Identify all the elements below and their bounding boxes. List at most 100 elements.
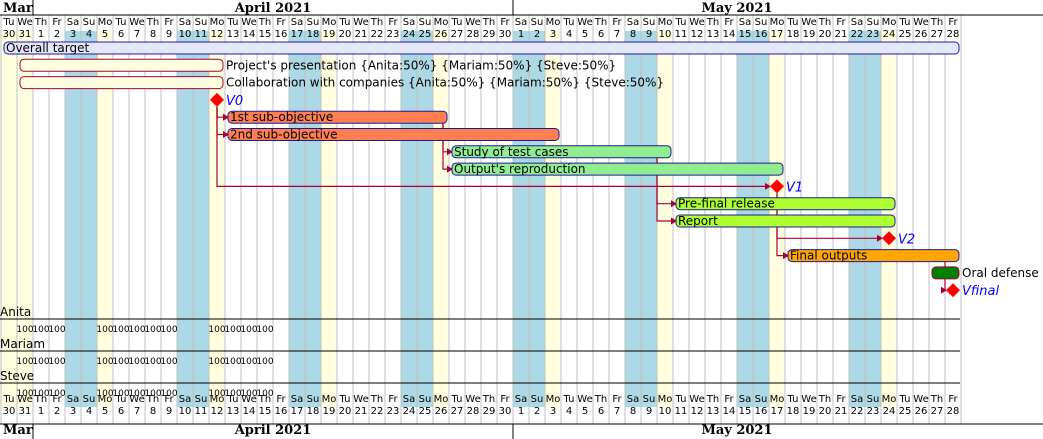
weekday-label: Th: [258, 394, 271, 405]
weekend-band: [193, 31, 209, 407]
weekday-label: Mo: [658, 17, 673, 28]
day-number-label: 17: [291, 406, 304, 417]
day-number-label: 23: [867, 406, 880, 417]
resource-load-cell: 100: [208, 325, 225, 335]
weekday-label: Mo: [770, 394, 785, 405]
weekday-label: We: [801, 394, 816, 405]
day-number-label: 8: [150, 406, 156, 417]
weekday-label: We: [129, 17, 144, 28]
weekday-label: Th: [146, 394, 159, 405]
day-number-label: 3: [550, 406, 556, 417]
resource-load-cell: 100: [240, 389, 257, 399]
resource-load-cell: 100: [240, 325, 257, 335]
weekday-label: Su: [755, 394, 768, 405]
task-bar-study: [451, 145, 672, 159]
weekday-label: Sa: [515, 17, 527, 28]
day-number-label: 9: [166, 29, 172, 40]
dependency-line: [656, 157, 674, 222]
weekday-label: We: [913, 17, 928, 28]
day-number-label: 22: [371, 29, 384, 40]
day-number-label: 14: [243, 406, 256, 417]
day-number-label: 4: [566, 29, 572, 40]
weekday-label: Sa: [67, 394, 79, 405]
task-bar-overall: [3, 41, 960, 55]
day-number-label: 7: [614, 29, 620, 40]
day-number-label: 5: [102, 29, 108, 40]
day-number-label: 6: [118, 406, 124, 417]
weekday-label: Mo: [98, 394, 113, 405]
day-number-label: 19: [323, 29, 336, 40]
weekday-label: Sa: [291, 17, 303, 28]
day-number-label: 27: [931, 406, 944, 417]
weekend-band: [305, 31, 321, 407]
day-number-label: 2: [54, 406, 60, 417]
weekday-label: Su: [531, 17, 544, 28]
milestone-label-v0: V0: [226, 94, 243, 109]
day-number-label: 21: [835, 406, 848, 417]
day-number-label: 29: [483, 406, 496, 417]
day-number-label: 22: [851, 406, 864, 417]
timeline-header-bottom: Tu We Th Fr Sa Su Mo Tu We Th Fr Sa Su Mo Tu We Th Fr Sa Su…: [3, 394, 960, 438]
task-label-report: Report: [678, 214, 718, 228]
resource-load-cell: 100: [256, 389, 273, 399]
weekday-label: We: [129, 394, 144, 405]
closed-day-band: [1, 31, 17, 407]
weekday-label: Tu: [339, 394, 351, 405]
resource-load-cell: 100: [224, 389, 241, 399]
weekend-band: [401, 31, 417, 407]
weekday-label: Fr: [836, 17, 846, 28]
weekday-label: Fr: [388, 17, 398, 28]
weekday-label: Mo: [882, 17, 897, 28]
weekday-label: Mo: [210, 394, 225, 405]
day-number-label: 16: [755, 406, 768, 417]
day-number-label: 16: [275, 406, 288, 417]
weekend-band: [417, 31, 433, 407]
day-number-label: 7: [134, 406, 140, 417]
resource-load-cell: 100: [208, 357, 225, 367]
weekday-label: Sa: [67, 17, 79, 28]
weekday-label: Mo: [658, 394, 673, 405]
month-label: Mar: [3, 1, 33, 16]
task-bar-prefinal: [675, 197, 896, 211]
weekday-label: Tu: [563, 394, 575, 405]
day-number-label: 22: [371, 406, 384, 417]
weekday-label: Sa: [291, 394, 303, 405]
weekday-label: Mo: [98, 17, 113, 28]
day-number-label: 27: [451, 406, 464, 417]
weekday-label: Tu: [899, 394, 911, 405]
day-number-label: 10: [659, 29, 672, 40]
day-number-label: 20: [819, 406, 832, 417]
weekend-band: [641, 31, 657, 407]
day-number-label: 26: [435, 29, 448, 40]
day-number-label: 30: [499, 29, 512, 40]
weekday-label: Th: [594, 394, 607, 405]
resource-load-cell: 100: [224, 325, 241, 335]
resource-name-anita: Anita: [0, 305, 31, 319]
milestone-diamond-v1: [770, 179, 784, 194]
weekday-label: Tu: [3, 394, 15, 405]
day-number-label: 11: [195, 406, 208, 417]
task-label-prefinal: Pre-final release: [678, 197, 775, 211]
resource-load-cell: 100: [48, 389, 65, 399]
weekday-label: Mo: [546, 17, 561, 28]
weekday-label: Sa: [739, 17, 751, 28]
weekday-label: Tu: [563, 17, 575, 28]
resource-load-cell: 100: [144, 357, 161, 367]
weekday-label: Sa: [739, 394, 751, 405]
weekday-label: Th: [594, 17, 607, 28]
day-number-label: 3: [70, 406, 76, 417]
milestone-diamond-v2: [882, 231, 896, 246]
day-number-label: 24: [403, 406, 416, 417]
day-number-label: 25: [899, 29, 912, 40]
weekday-label: We: [913, 394, 928, 405]
milestone-label-v2: V2: [898, 232, 915, 247]
dependency-arrowhead: [941, 286, 947, 294]
milestone-diamond-v0: [210, 92, 224, 107]
day-number-label: 12: [691, 29, 704, 40]
day-number-label: 30: [3, 406, 16, 417]
closed-day-band: [209, 31, 225, 407]
weekday-label: Mo: [434, 394, 449, 405]
day-number-label: 19: [803, 29, 816, 40]
weekday-label: Fr: [52, 17, 62, 28]
